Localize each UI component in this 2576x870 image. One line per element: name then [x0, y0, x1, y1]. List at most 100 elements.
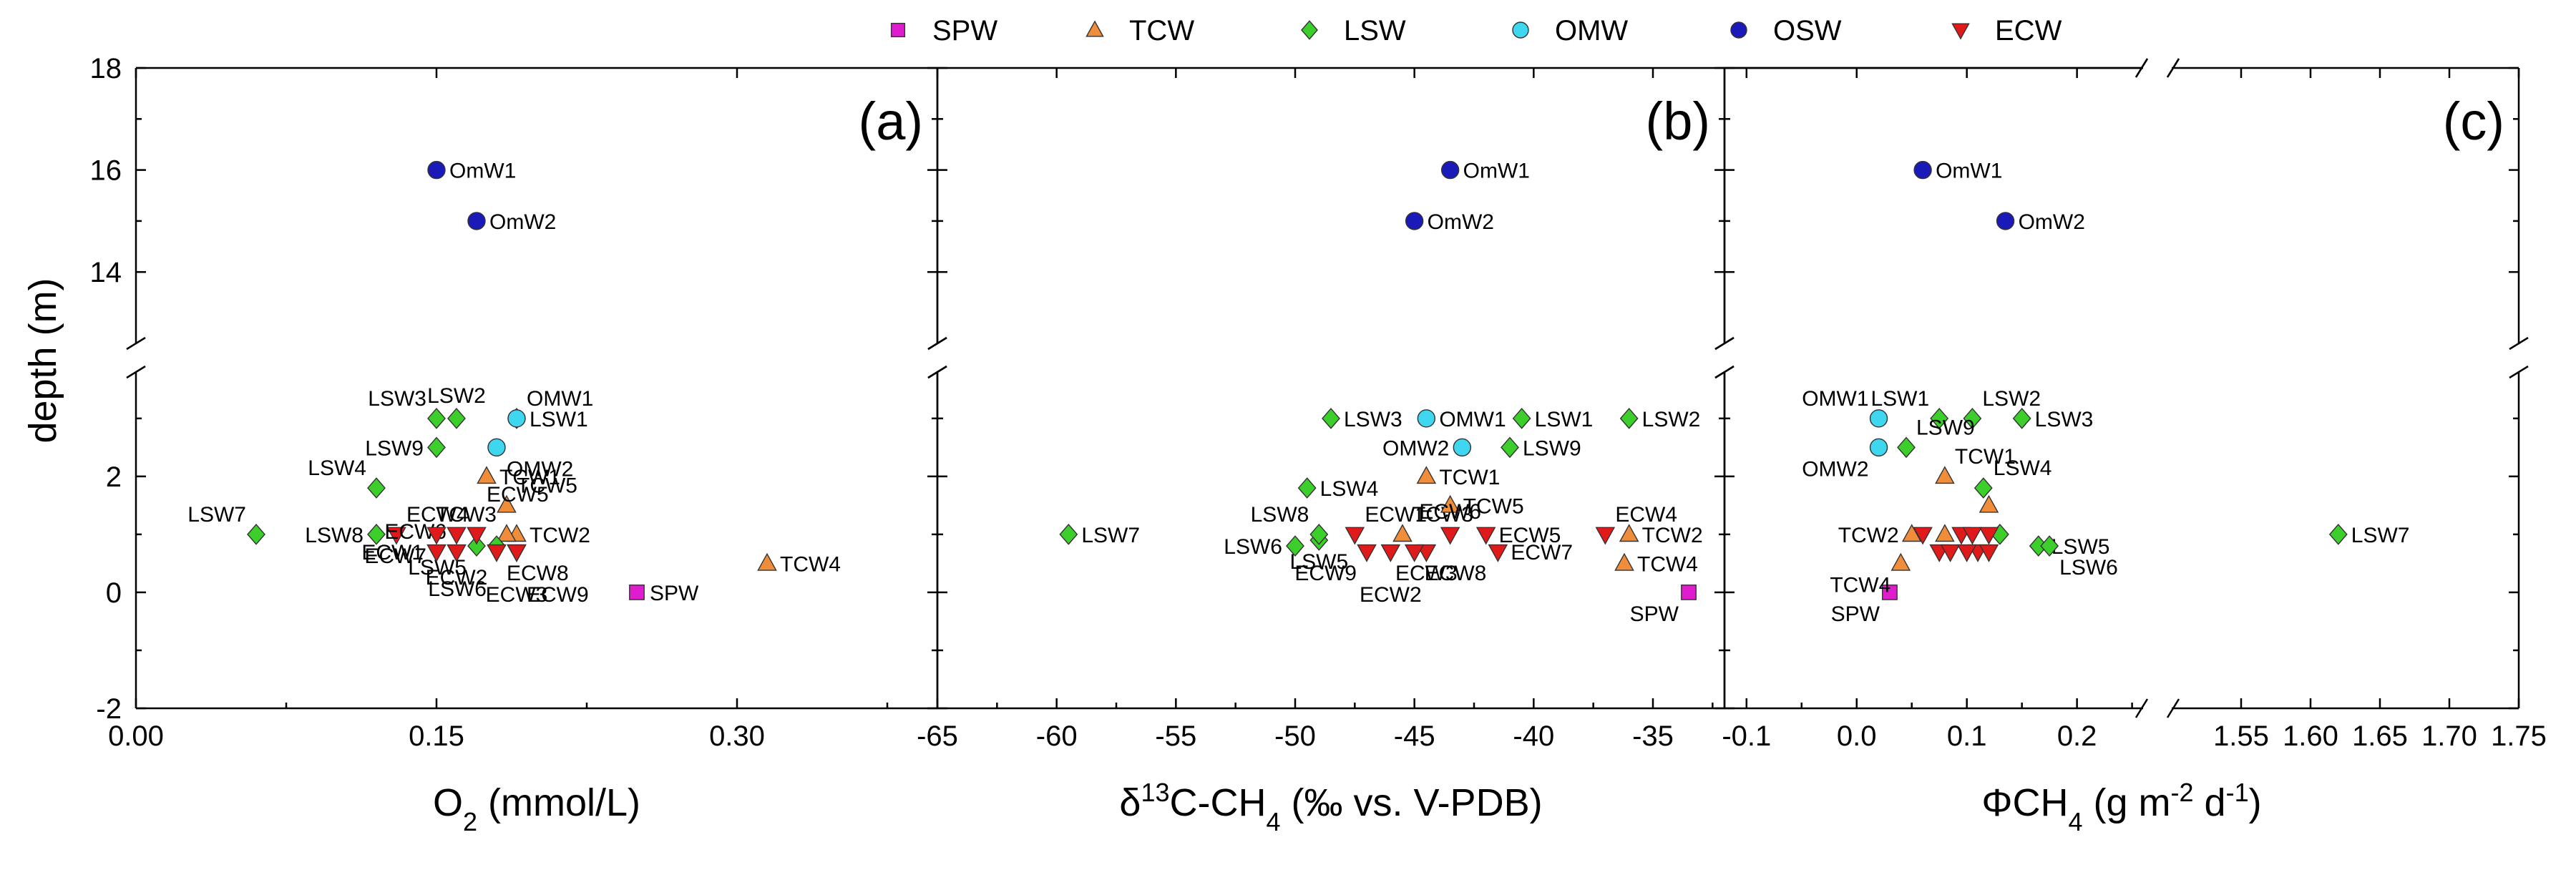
- data-point-lsw7: LSW7: [2328, 524, 2410, 547]
- data-point-spw: SPW: [1630, 585, 1697, 626]
- marker-lsw3: [2012, 407, 2031, 429]
- marker-lsw6: [1286, 535, 1304, 557]
- marker-lsw4: [367, 477, 386, 499]
- marker-ecw5: [1475, 527, 1496, 545]
- marker-tcw1: [477, 466, 497, 484]
- point-label-omw2: OMW2: [1382, 436, 1449, 460]
- x-axis-title-part: (g m: [2083, 781, 2171, 824]
- data-point-tcw4: TCW4: [1830, 552, 1911, 597]
- panel-letter-b: (b): [1646, 92, 1710, 151]
- legend-marker-lsw: [1301, 20, 1318, 40]
- x-axis-title-part: 4: [1267, 807, 1281, 836]
- data-point-spw: SPW: [629, 582, 699, 605]
- marker-spw: [1681, 585, 1697, 600]
- legend-label-lsw: LSW: [1344, 15, 1406, 47]
- point-label-ecw9: ECW9: [1294, 562, 1357, 585]
- marker-lsw3: [1322, 407, 1340, 429]
- y-break-mark: [126, 365, 146, 379]
- point-label-omw1: OMW1: [1439, 408, 1506, 431]
- y-axis-title: depth (m): [21, 278, 64, 443]
- x-break-mark: [2135, 698, 2149, 718]
- legend-marker-omw: [1512, 21, 1529, 39]
- marker-lsw5: [467, 535, 486, 557]
- point-label-omw1: OmW1: [449, 160, 516, 183]
- y-break-mark: [927, 336, 947, 351]
- x-tick-label: 1.65: [2352, 720, 2408, 752]
- x-break-mark: [2166, 58, 2180, 78]
- marker-tcw1: [1416, 466, 1437, 484]
- data-point-tcw1: TCW1: [1935, 445, 2016, 484]
- marker-lsw2: [447, 407, 466, 429]
- panel-letter-a: (a): [859, 92, 923, 151]
- marker-ecw5: [1962, 527, 1983, 545]
- point-label-lsw1: LSW1: [530, 408, 588, 431]
- marker-ecw7: [426, 527, 447, 545]
- point-label-lsw2: LSW2: [1642, 408, 1701, 431]
- point-label-tcw4: TCW4: [1830, 573, 1890, 597]
- point-label-lsw1: LSW1: [1535, 408, 1594, 431]
- point-label-lsw4: LSW4: [1320, 477, 1379, 501]
- marker-tcw4: [1890, 552, 1911, 571]
- data-point-omw2: OMW2: [1802, 438, 1888, 481]
- data-point-lsw3: LSW3: [1322, 408, 1402, 431]
- point-label-omw2: OmW2: [489, 210, 556, 234]
- data-point-omw2: OmW2: [467, 210, 556, 234]
- legend-marker-ecw: [1951, 23, 1970, 40]
- marker-tcw5: [1979, 494, 1999, 513]
- marker-lsw7: [2328, 524, 2348, 545]
- point-label-lsw9: LSW9: [1523, 436, 1581, 460]
- point-label-lsw6: LSW6: [1224, 535, 1282, 559]
- marker-ecw9: [507, 544, 527, 562]
- data-point-omw1: OmW1: [1913, 160, 2002, 183]
- data-point-lsw9: LSW9: [365, 436, 446, 460]
- data-point-tcw2: TCW2: [1619, 524, 1703, 547]
- legend-marker-spw: [890, 22, 906, 38]
- x-tick-label: 0.1: [1947, 720, 1987, 752]
- data-point-tcw2: TCW2: [507, 524, 590, 547]
- legend: SPW TCW LSW OMW OSW ECW: [890, 15, 2062, 47]
- point-label-omw2: OMW2: [1802, 457, 1868, 481]
- marker-tcw4: [1614, 552, 1634, 571]
- data-point-lsw1: LSW1: [1512, 408, 1594, 431]
- marker-ecw9: [1357, 544, 1377, 562]
- x-break-mark: [2166, 698, 2180, 718]
- data-point-omw1: OMW1: [1802, 387, 1888, 428]
- point-label-lsw6: LSW6: [2059, 556, 2118, 580]
- marker-lsw6: [2040, 535, 2059, 557]
- x-axis-title: O2 (mmol/L): [433, 781, 640, 836]
- marker-tcw3: [497, 524, 517, 542]
- x-tick-label: 1.75: [2491, 720, 2547, 752]
- point-label-ecw1: ECW1: [1365, 503, 1427, 527]
- x-tick-label: -0.1: [1722, 720, 1771, 752]
- y-break-mark: [126, 336, 146, 351]
- data-point-ecw8: ECW8: [1404, 544, 1486, 585]
- marker-omw2: [1453, 438, 1472, 457]
- marker-omw1: [1913, 160, 1932, 180]
- y-break-mark: [927, 365, 947, 379]
- point-label-tcw4: TCW4: [780, 552, 841, 576]
- point-label-lsw6: LSW6: [428, 577, 487, 601]
- legend-item-ecw: ECW: [1951, 15, 2062, 47]
- data-point-lsw6: LSW6: [1224, 535, 1304, 559]
- data-point-ecw9: [1979, 544, 1999, 562]
- point-label-omw1: OMW1: [1802, 387, 1868, 411]
- data-point-tcw2: TCW2: [1838, 524, 1922, 547]
- data-point-ecw1: ECW1: [1345, 503, 1427, 545]
- data-point-tcw5: [1979, 494, 1999, 513]
- data-point-tcw1: TCW1: [1416, 466, 1500, 489]
- marker-lsw8: [367, 524, 386, 545]
- data-point-lsw5: LSW5: [2029, 535, 2109, 559]
- point-label-omw1: OMW1: [527, 387, 593, 411]
- data-point-lsw1: LSW1: [1870, 387, 1949, 429]
- marker-omw2: [1996, 212, 2015, 230]
- marker-ecw2: [447, 527, 467, 545]
- x-tick-label: 0.0: [1837, 720, 1877, 752]
- point-label-lsw9: LSW9: [1916, 416, 1975, 439]
- marker-lsw2: [1619, 407, 1639, 429]
- x-axis-title-part: 4: [2068, 807, 2082, 836]
- marker-lsw2: [1963, 407, 1982, 429]
- x-break-mark: [2135, 58, 2149, 78]
- marker-omw2: [1405, 212, 1424, 230]
